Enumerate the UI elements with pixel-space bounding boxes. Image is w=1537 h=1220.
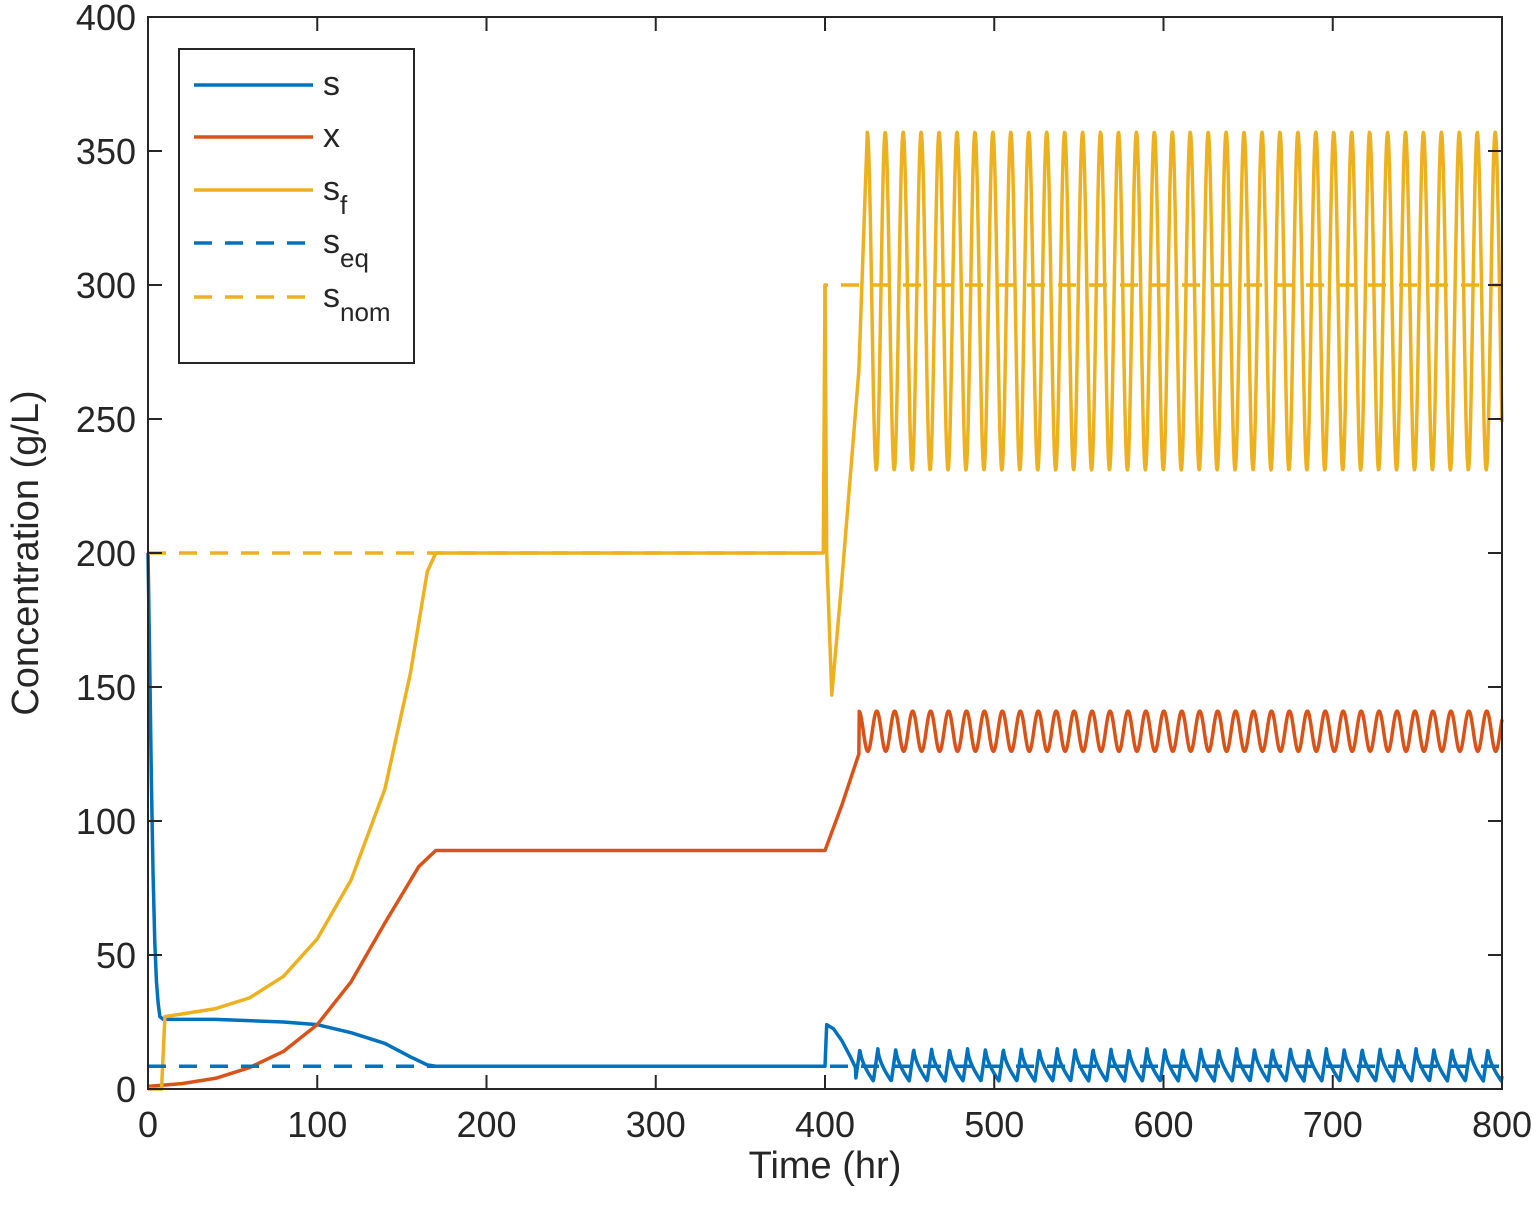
series-layer: [146, 130, 1504, 1091]
series-line-s-nom: [148, 283, 1502, 555]
legend-label-s: s: [323, 65, 340, 103]
legend-label-s-nom: snom: [323, 277, 391, 327]
x-tick-label: 600: [1133, 1104, 1193, 1145]
series-line-s: [146, 552, 1504, 1083]
y-tick-label: 150: [76, 667, 136, 708]
legend-label-base: s: [323, 170, 340, 208]
axis-ticks: 0 100 200 300 400 500 600 700 800 0 50 100 150 200 250…: [76, 0, 1532, 1145]
x-tick-label: 500: [964, 1104, 1024, 1145]
y-tick-label: 400: [76, 0, 136, 38]
legend-label-x: x: [323, 117, 340, 155]
y-tick-label: 300: [76, 265, 136, 306]
series-line-x: [147, 709, 1504, 1089]
legend-box: [178, 48, 415, 364]
legend-label-s-f: sf: [323, 170, 348, 220]
y-tick-label: 0: [116, 1069, 136, 1110]
y-axis-label: Concentration (g/L): [5, 390, 47, 715]
y-tick-label: 100: [76, 801, 136, 842]
x-tick-label: 100: [287, 1104, 347, 1145]
legend-label-base: x: [323, 117, 340, 155]
y-tick-label: 50: [96, 935, 136, 976]
legend-label-subscript: eq: [340, 243, 369, 273]
x-tick-label: 0: [138, 1104, 158, 1145]
x-tick-label: 700: [1303, 1104, 1363, 1145]
x-tick-label: 300: [626, 1104, 686, 1145]
legend-label-subscript: nom: [340, 297, 391, 327]
legend-label-subscript: f: [340, 190, 348, 220]
legend-label-base: s: [323, 65, 340, 103]
y-tick-label: 250: [76, 399, 136, 440]
legend-label-base: s: [323, 277, 340, 315]
x-tick-label: 800: [1472, 1104, 1532, 1145]
y-tick-label: 350: [76, 131, 136, 172]
x-tick-label: 200: [456, 1104, 516, 1145]
legend-label-s-eq: seq: [323, 223, 369, 273]
y-tick-label: 200: [76, 533, 136, 574]
x-tick-label: 400: [795, 1104, 855, 1145]
series-line-s-f: [148, 130, 1504, 1091]
x-axis-label: Time (hr): [749, 1145, 902, 1187]
legend-label-base: s: [323, 223, 340, 261]
